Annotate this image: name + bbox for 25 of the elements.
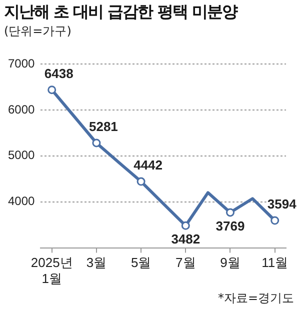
- x-tick-label: 5월: [130, 255, 152, 270]
- point: [48, 86, 56, 94]
- data-label: 4442: [134, 158, 163, 173]
- y-tick-label: 5000: [8, 148, 36, 162]
- x-tick-label: 3월: [86, 255, 107, 270]
- point: [226, 208, 234, 217]
- data-label: 5281: [88, 119, 118, 134]
- data-label: 3769: [216, 218, 245, 234]
- point: [181, 221, 190, 230]
- data-label: 3594: [267, 196, 298, 212]
- y-tick-label: 4000: [8, 194, 36, 208]
- x-tick-label: 11월: [262, 255, 288, 270]
- point: [136, 177, 146, 186]
- data-label: 3482: [171, 232, 200, 247]
- data-label: 6438: [44, 66, 74, 81]
- y-tick-label: 6000: [8, 102, 36, 116]
- point: [270, 216, 280, 225]
- chart-title: 지난해 초 대비 급감한 평택 미분양: [4, 2, 237, 23]
- text: *자료=경기도: [218, 290, 294, 307]
- chart-subtitle: (단위=가구): [4, 23, 72, 40]
- x-tick-label: 9월: [220, 255, 240, 270]
- point: [92, 138, 101, 148]
- x-tick-label: 7월: [176, 255, 196, 270]
- x-tick-label: 2025년 1월: [30, 255, 73, 286]
- y-tick-label: 7000: [8, 56, 36, 70]
